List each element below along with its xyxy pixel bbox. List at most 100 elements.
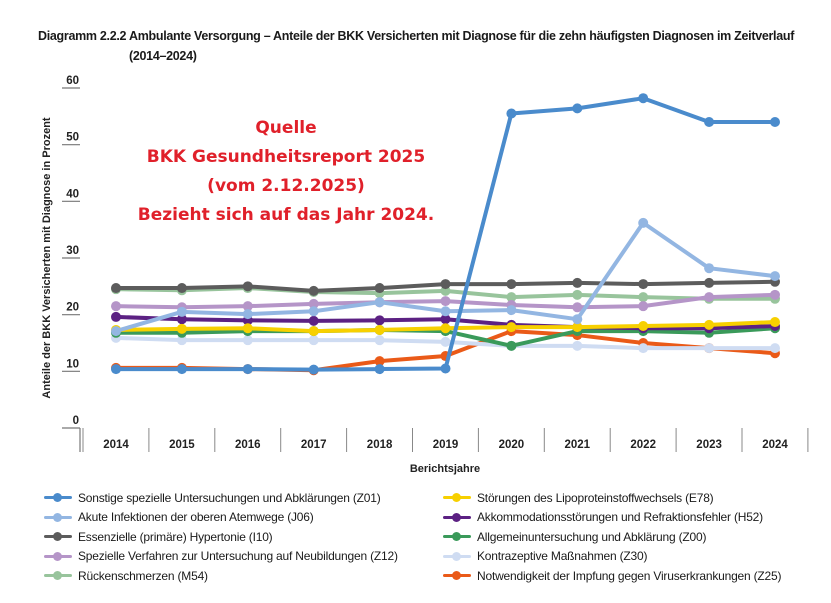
legend-item: Rückenschmerzen (M54)	[44, 566, 398, 586]
x-tick-label: 2015	[169, 439, 195, 451]
y-tick-label: 0	[73, 415, 79, 427]
data-point	[176, 335, 187, 346]
data-point	[176, 306, 187, 317]
legend-item: Essenzielle (primäre) Hypertonie (I10)	[44, 527, 398, 547]
data-point	[308, 315, 319, 326]
data-point	[374, 283, 385, 294]
legend-item: Störungen des Lipoproteinstoffwechsels (…	[443, 488, 781, 508]
legend-column-left: Sonstige spezielle Untersuchungen und Ab…	[44, 488, 398, 586]
legend-label: Störungen des Lipoproteinstoffwechsels (…	[477, 490, 714, 505]
data-point	[638, 93, 649, 104]
legend-item: Akkommodationsstörungen und Refraktionsf…	[443, 508, 781, 528]
legend-swatch-icon	[44, 571, 72, 581]
data-point	[704, 263, 715, 274]
x-tick-label: 2014	[103, 439, 129, 451]
data-point	[111, 301, 121, 312]
legend-swatch-icon	[443, 493, 471, 503]
legend-label: Notwendigkeit der Impfung gegen Viruserk…	[477, 568, 782, 583]
legend-item: Sonstige spezielle Untersuchungen und Ab…	[44, 488, 398, 508]
series-layer	[111, 93, 780, 376]
data-point	[770, 289, 780, 300]
data-point	[572, 314, 583, 325]
legend-item: Kontrazeptive Maßnahmen (Z30)	[443, 547, 781, 567]
data-point	[638, 279, 649, 290]
data-point	[242, 301, 253, 312]
data-point	[374, 315, 385, 326]
data-point	[770, 343, 780, 354]
legend-swatch-icon	[44, 493, 72, 503]
chart-title: Ambulante Versorgung – Anteile der BKK V…	[129, 29, 795, 63]
data-point	[572, 103, 583, 114]
x-tick-label: 2016	[235, 439, 261, 451]
data-point	[506, 305, 517, 316]
data-point	[506, 292, 517, 303]
data-point	[440, 296, 451, 307]
data-point	[572, 302, 583, 313]
x-tick-label: 2019	[433, 439, 459, 451]
data-point	[572, 289, 583, 300]
data-point	[176, 314, 187, 325]
data-point	[111, 283, 121, 294]
data-point	[308, 298, 319, 309]
data-point	[638, 217, 649, 228]
data-point	[308, 326, 319, 337]
x-tick-label: 2018	[367, 439, 393, 451]
data-point	[242, 281, 253, 292]
y-tick-label: 50	[66, 132, 79, 144]
data-point	[572, 340, 583, 351]
data-point	[242, 323, 253, 334]
data-point	[440, 314, 451, 325]
data-point	[242, 335, 253, 346]
y-axis-title: Anteile der BKK Versicherten mit Diagnos…	[41, 117, 53, 399]
data-point	[374, 364, 385, 375]
data-point	[308, 285, 319, 296]
legend-item: Allgemeinuntersuchung und Abklärung (Z00…	[443, 527, 781, 547]
data-point	[176, 323, 187, 334]
legend-label: Allgemeinuntersuchung und Abklärung (Z00…	[477, 529, 707, 544]
data-point	[704, 319, 715, 330]
x-tick-label: 2024	[762, 439, 788, 451]
data-point	[308, 364, 319, 375]
data-point	[638, 321, 649, 331]
legend-label: Akute Infektionen der oberen Atemwege (J…	[78, 510, 314, 525]
data-point	[440, 306, 451, 317]
data-point	[770, 117, 780, 127]
legend-item: Notwendigkeit der Impfung gegen Viruserk…	[443, 566, 781, 586]
data-point	[374, 297, 385, 308]
x-tick-label: 2020	[499, 439, 525, 451]
data-point	[308, 335, 319, 346]
y-tick-label: 60	[66, 75, 79, 87]
legend-swatch-icon	[443, 532, 471, 542]
legend-item: Spezielle Verfahren zur Untersuchung auf…	[44, 547, 398, 567]
series-0	[111, 93, 780, 375]
legend-swatch-icon	[443, 551, 471, 561]
x-tick-label: 2017	[301, 439, 327, 451]
data-point	[704, 277, 715, 288]
legend-label: Sonstige spezielle Untersuchungen und Ab…	[78, 490, 381, 505]
legend-swatch-icon	[44, 532, 72, 542]
data-point	[704, 343, 715, 354]
data-point	[308, 306, 319, 317]
data-point	[111, 311, 121, 322]
data-point	[111, 326, 121, 337]
x-tick-label: 2023	[696, 439, 722, 451]
data-point	[242, 364, 253, 375]
legend-label: Kontrazeptive Maßnahmen (Z30)	[477, 549, 648, 564]
series-2	[111, 276, 780, 296]
data-point	[704, 117, 715, 127]
legend-swatch-icon	[44, 551, 72, 561]
data-point	[638, 301, 649, 312]
x-axis-title: Berichtsjahre	[410, 463, 480, 475]
data-point	[506, 340, 517, 351]
data-point	[374, 356, 385, 367]
data-point	[374, 335, 385, 346]
data-point	[176, 364, 187, 375]
figure-number: Diagramm 2.2.2	[38, 29, 127, 43]
legend-label: Spezielle Verfahren zur Untersuchung auf…	[78, 549, 398, 564]
y-tick-label: 10	[66, 358, 79, 370]
legend-swatch-icon	[443, 512, 471, 522]
data-point	[704, 292, 715, 303]
series-1	[111, 217, 780, 337]
data-point	[506, 279, 517, 290]
data-point	[176, 283, 187, 294]
